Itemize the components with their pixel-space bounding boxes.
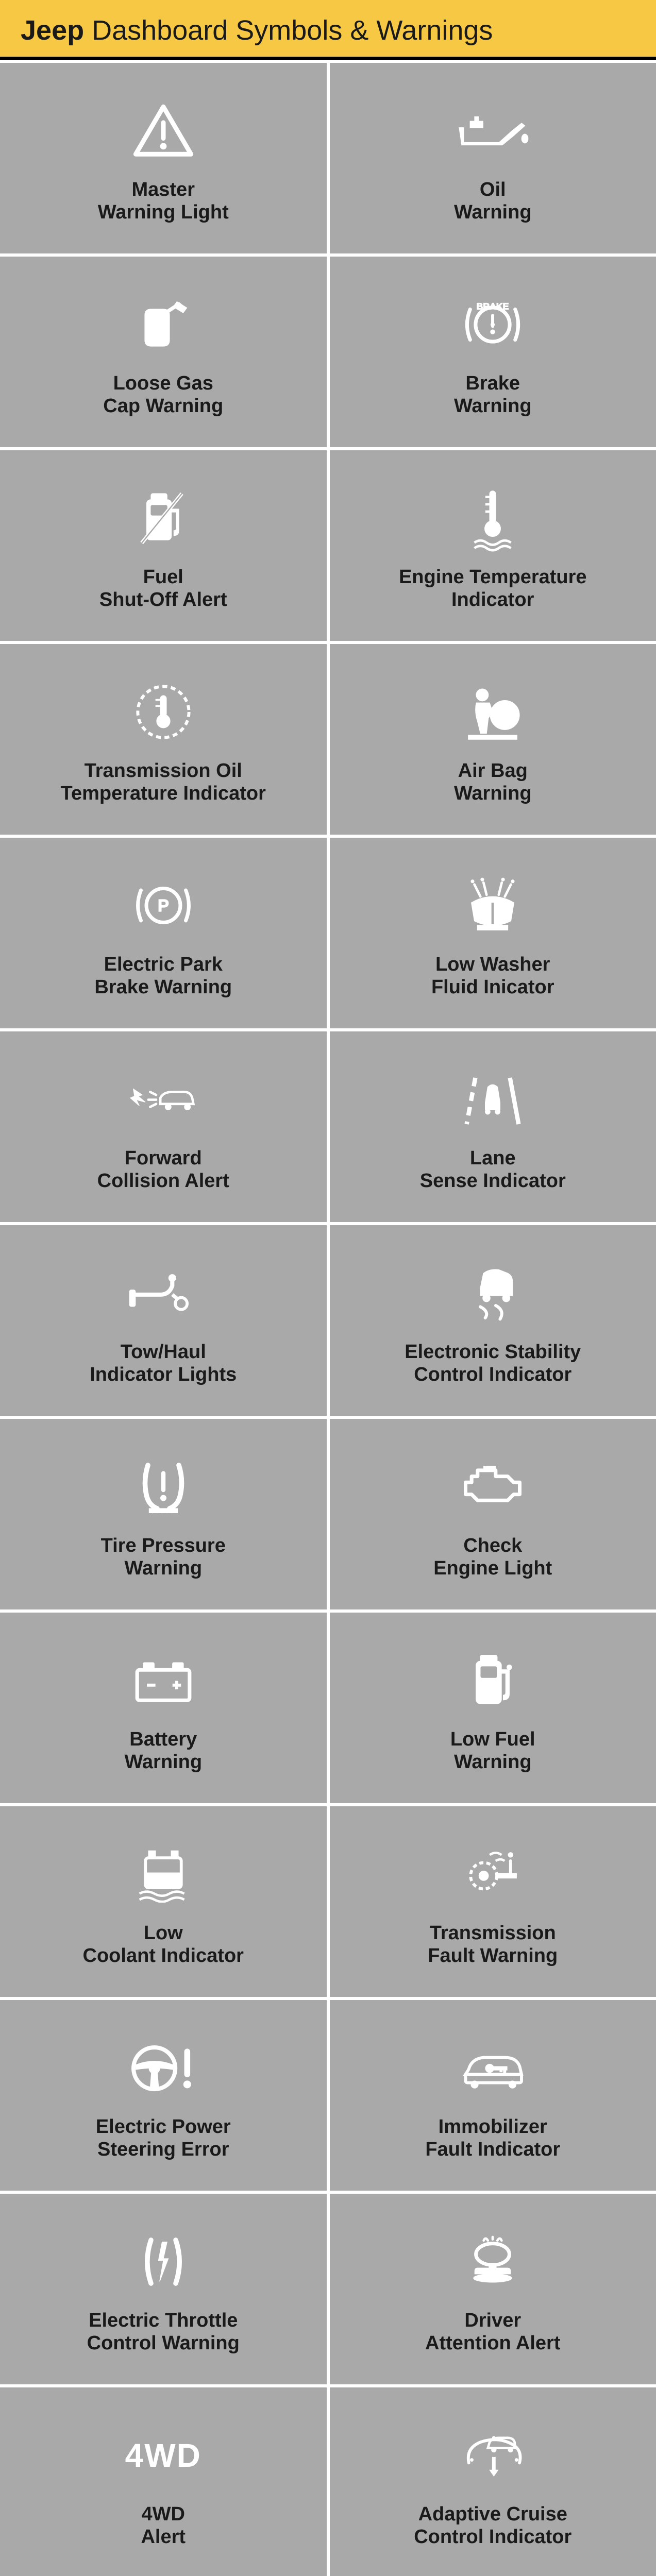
svg-text:P: P bbox=[158, 896, 169, 915]
symbol-cell: Engine TemperatureIndicator bbox=[330, 450, 656, 641]
symbol-label: CheckEngine Light bbox=[433, 1535, 552, 1580]
symbol-label: ForwardCollision Alert bbox=[97, 1147, 229, 1192]
symbol-cell: Electronic StabilityControl Indicator bbox=[330, 1225, 656, 1416]
brand-name: Jeep bbox=[21, 15, 84, 46]
symbol-cell: LowCoolant Indicator bbox=[0, 1806, 327, 1997]
symbol-label: Tow/HaulIndicator Lights bbox=[90, 1341, 237, 1386]
symbol-label: Electric ThrottleControl Warning bbox=[87, 2310, 240, 2354]
symbol-cell: 4WD 4WDAlert bbox=[0, 2387, 327, 2576]
page-title: Jeep Dashboard Symbols & Warnings bbox=[21, 14, 635, 46]
master-warning-icon bbox=[130, 92, 197, 170]
symbol-label: 4WDAlert bbox=[141, 2503, 186, 2548]
symbol-cell: ImmobilizerFault Indicator bbox=[330, 2000, 656, 2191]
symbol-label: Low FuelWarning bbox=[450, 1728, 535, 1773]
symbol-label: Electronic StabilityControl Indicator bbox=[405, 1341, 581, 1386]
washer-fluid-icon bbox=[459, 867, 526, 944]
fuel-shutoff-icon bbox=[135, 480, 192, 557]
lane-sense-icon bbox=[462, 1061, 524, 1138]
symbol-cell: BRAKE BrakeWarning bbox=[330, 257, 656, 447]
symbol-label: BatteryWarning bbox=[124, 1728, 202, 1773]
tpms-icon bbox=[135, 1448, 192, 1526]
symbol-label: Adaptive CruiseControl Indicator bbox=[414, 2503, 571, 2548]
airbag-icon bbox=[459, 673, 526, 751]
symbol-label: LowCoolant Indicator bbox=[83, 1922, 244, 1967]
symbol-cell: MasterWarning Light bbox=[0, 63, 327, 253]
check-engine-icon bbox=[457, 1448, 529, 1526]
symbol-label: Electric PowerSteering Error bbox=[96, 2116, 231, 2161]
symbol-cell: Air BagWarning bbox=[330, 644, 656, 835]
esc-icon bbox=[462, 1255, 524, 1332]
park-brake-icon: P bbox=[130, 867, 197, 944]
symbol-label: TransmissionFault Warning bbox=[428, 1922, 558, 1967]
symbol-cell: Low WasherFluid Inicator bbox=[330, 838, 656, 1028]
symbol-cell: Low FuelWarning bbox=[330, 1613, 656, 1803]
symbol-label: Tire PressureWarning bbox=[101, 1535, 226, 1580]
symbol-cell: LaneSense Indicator bbox=[330, 1031, 656, 1222]
symbol-label: ImmobilizerFault Indicator bbox=[425, 2116, 560, 2161]
symbol-label: Air BagWarning bbox=[454, 760, 532, 805]
symbol-cell: Tire PressureWarning bbox=[0, 1419, 327, 1609]
symbol-cell: FuelShut-Off Alert bbox=[0, 450, 327, 641]
trans-fault-icon bbox=[459, 1836, 526, 1913]
symbol-cell: OilWarning bbox=[330, 63, 656, 253]
symbol-cell: Tow/HaulIndicator Lights bbox=[0, 1225, 327, 1416]
oil-can-icon bbox=[454, 92, 531, 170]
symbol-cell: Adaptive CruiseControl Indicator bbox=[330, 2387, 656, 2576]
steering-icon bbox=[127, 2029, 199, 2107]
symbol-label: OilWarning bbox=[454, 179, 532, 224]
low-fuel-icon bbox=[467, 1642, 518, 1719]
engine-temp-icon bbox=[467, 480, 518, 557]
svg-text:BRAKE: BRAKE bbox=[477, 301, 509, 312]
throttle-icon bbox=[132, 2223, 194, 2300]
symbol-label: Transmission OilTemperature Indicator bbox=[61, 760, 266, 805]
coolant-icon bbox=[130, 1836, 197, 1913]
symbol-label: Loose GasCap Warning bbox=[103, 372, 223, 417]
tow-haul-icon bbox=[125, 1255, 202, 1332]
symbol-cell: TransmissionFault Warning bbox=[330, 1806, 656, 1997]
header: Jeep Dashboard Symbols & Warnings bbox=[0, 0, 656, 60]
gas-cap-icon bbox=[132, 286, 194, 363]
4wd-icon: 4WD bbox=[125, 2417, 201, 2494]
symbol-cell: ForwardCollision Alert bbox=[0, 1031, 327, 1222]
symbol-label: LaneSense Indicator bbox=[420, 1147, 566, 1192]
symbol-label: FuelShut-Off Alert bbox=[99, 566, 227, 611]
symbol-cell: Electric ThrottleControl Warning bbox=[0, 2194, 327, 2384]
symbol-cell: CheckEngine Light bbox=[330, 1419, 656, 1609]
title-rest: Dashboard Symbols & Warnings bbox=[84, 15, 493, 46]
symbol-cell: BatteryWarning bbox=[0, 1613, 327, 1803]
symbol-label: Low WasherFluid Inicator bbox=[431, 954, 554, 998]
symbol-cell: Electric PowerSteering Error bbox=[0, 2000, 327, 2191]
symbol-cell: DriverAttention Alert bbox=[330, 2194, 656, 2384]
acc-icon bbox=[457, 2417, 529, 2494]
symbol-label: DriverAttention Alert bbox=[425, 2310, 560, 2354]
symbol-label: BrakeWarning bbox=[454, 372, 532, 417]
symbol-label: Engine TemperatureIndicator bbox=[399, 566, 587, 611]
symbol-cell: Transmission OilTemperature Indicator bbox=[0, 644, 327, 835]
symbols-grid: MasterWarning Light OilWarning Loose GasCa… bbox=[0, 60, 656, 2576]
symbol-cell: P Electric ParkBrake Warning bbox=[0, 838, 327, 1028]
forward-collision-icon bbox=[127, 1061, 199, 1138]
immobilizer-icon bbox=[457, 2029, 529, 2107]
symbol-label: MasterWarning Light bbox=[98, 179, 229, 224]
symbol-cell: Loose GasCap Warning bbox=[0, 257, 327, 447]
trans-temp-icon bbox=[130, 673, 197, 751]
attention-icon bbox=[462, 2223, 524, 2300]
battery-icon bbox=[130, 1642, 197, 1719]
symbol-label: Electric ParkBrake Warning bbox=[94, 954, 232, 998]
brake-icon: BRAKE bbox=[459, 286, 526, 363]
